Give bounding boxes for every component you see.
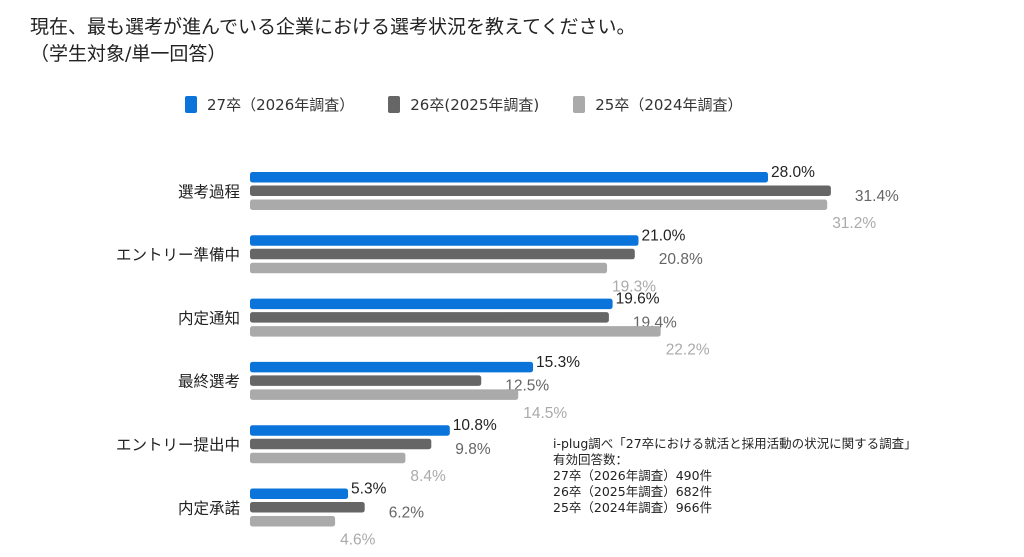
bar-27 [250,235,639,246]
note-label: 有効回答数： [553,452,629,467]
category-label: 内定承諾 [178,499,240,517]
data-label-27: 19.6% [616,291,660,308]
data-label-26: 20.8% [659,251,703,268]
legend-label-27: 27卒（2026年調査） [207,96,355,114]
bar-26 [250,375,482,386]
bar-26 [250,248,635,260]
data-label-25: 8.4% [410,468,446,485]
bar-26 [250,438,432,450]
chart-title: 現在、最も選考が進んでいる企業における選考状況を教えてください。 （学生対象/単… [30,14,636,68]
legend: 27卒（2026年調査） 26卒(2025年調査) 25卒（2024年調査） [185,94,743,115]
legend-item-25: 25卒（2024年調査） [573,94,743,115]
note-source: i-plug調べ「27卒における就活と採用活動の状況に関する調査」 [553,436,917,451]
note-count-27: 27卒（2026年調査）490件 [553,468,713,483]
bar-27 [250,298,613,310]
legend-label-25: 25卒（2024年調査） [595,96,743,114]
data-label-27: 15.3% [536,354,580,371]
category-label: 最終選考 [178,373,240,391]
data-label-27: 5.3% [351,481,387,498]
legend-item-26: 26卒(2025年調査) [388,94,539,115]
title-line-2: （学生対象/単一回答） [30,43,227,65]
data-label-27: 10.8% [453,417,497,434]
legend-swatch-25 [573,96,586,113]
data-label-26: 9.8% [455,441,491,458]
legend-swatch-27 [185,96,197,113]
data-label-25: 19.3% [612,278,656,295]
data-label-25: 31.2% [832,215,876,232]
data-label-25: 22.2% [666,342,710,359]
category-label: 選考過程 [178,183,240,201]
data-label-25: 4.6% [340,532,376,549]
category-label: エントリー提出中 [116,436,240,454]
bar-27 [250,488,349,499]
legend-item-27: 27卒（2026年調査） [185,94,354,115]
data-label-26: 6.2% [389,504,425,521]
category-label: エントリー準備中 [116,246,240,264]
bar-25 [250,199,828,210]
bar-25 [250,389,519,400]
bar-26 [250,312,609,323]
category-label: 内定通知 [178,309,240,327]
bar-26 [250,502,365,513]
bar-25 [250,262,608,274]
data-label-27: 28.0% [771,164,815,181]
bar-25 [250,516,336,527]
note-count-25: 25卒（2024年調査）966件 [553,500,713,515]
bar-27 [250,425,450,436]
bar-27 [250,361,534,373]
data-label-25: 14.5% [523,405,567,422]
bar-27 [250,172,768,183]
bar-25 [250,452,406,464]
bar-26 [250,185,831,196]
legend-label-26: 26卒(2025年調査) [410,96,540,114]
bar-25 [250,326,661,337]
source-note: i-plug調べ「27卒における就活と採用活動の状況に関する調査」 有効回答数：… [553,436,917,516]
data-label-27: 21.0% [642,227,686,244]
note-count-26: 26卒（2025年調査）682件 [553,484,713,499]
title-line-1: 現在、最も選考が進んでいる企業における選考状況を教えてください。 [30,16,636,38]
data-label-26: 31.4% [855,188,899,205]
legend-swatch-26 [388,96,401,113]
